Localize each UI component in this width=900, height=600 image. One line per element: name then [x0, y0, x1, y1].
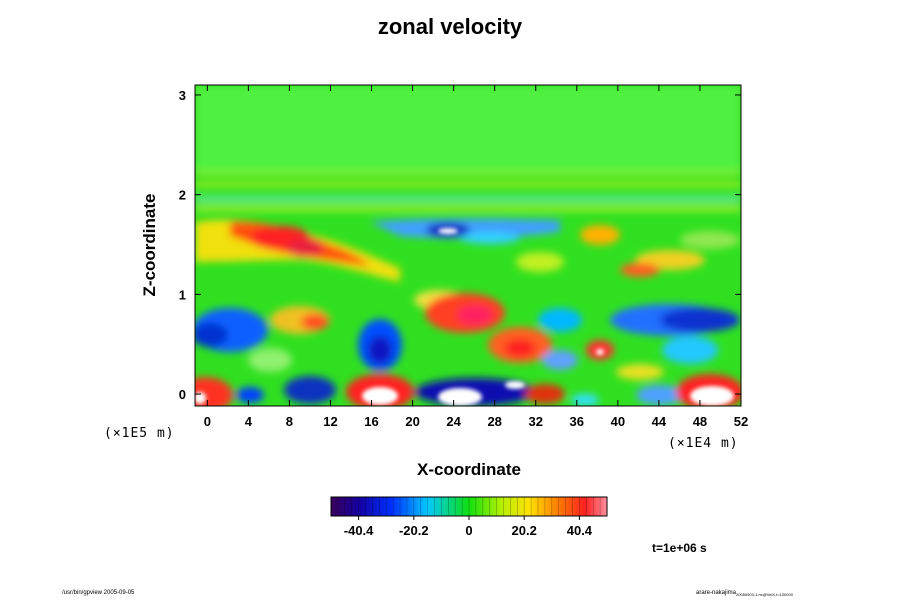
sat-white-spot: [596, 349, 604, 355]
x-tick-label: 36: [570, 414, 584, 429]
x-tick-label: 44: [652, 414, 667, 429]
z-axis: 0 1 2 3: [179, 88, 741, 402]
blob-red-bottom-mid: [525, 384, 565, 404]
blob-red-upper-b: [287, 239, 323, 257]
blob-cyan-bottom: [571, 394, 599, 406]
blob-orange-right-mid: [620, 263, 660, 277]
blob-navy-center-mid: [368, 336, 392, 364]
blob-lime-left-low: [248, 348, 292, 372]
z-scale-label: (×1E5 m): [104, 426, 175, 441]
colorbar-stripes: [337, 497, 601, 516]
blob-blue-bottom-left: [236, 387, 264, 403]
y-axis-label: Z-coordinate: [140, 193, 159, 297]
plot-frame: [194, 84, 742, 407]
blob-red-center-low: [504, 339, 536, 357]
x-tick-label: 40: [611, 414, 625, 429]
blob-orange-left-mid: [301, 314, 329, 330]
x-tick-label: 8: [286, 414, 293, 429]
blob-lime-right: [680, 231, 740, 249]
x-scale-label: (×1E4 m): [668, 436, 739, 451]
blob-lime-center: [516, 252, 564, 272]
blob-navy-right-mid: [660, 308, 740, 332]
z-tick-label: 2: [179, 188, 186, 203]
blob-blue-bottom-right: [636, 385, 684, 405]
x-tick-label: 48: [693, 414, 707, 429]
x-axis-label: X-coordinate: [417, 460, 521, 479]
blob-orange-right-upper: [580, 225, 620, 245]
blob-yellow-right-low: [616, 364, 664, 380]
footer-left: /usr/bin/gpview 2005-09-05: [62, 590, 135, 596]
blob-pink-center: [457, 305, 493, 325]
band-light-1: [195, 170, 741, 176]
footer-right-subscript: 20050903-1.nc@VelX,t=100000: [736, 592, 793, 598]
field-upper-calm: [195, 85, 741, 175]
colorbar-tick-label: 0: [465, 523, 472, 538]
blob-cyan-upper: [460, 232, 520, 244]
sat-white-bottom-left: [195, 392, 206, 404]
x-tick-label: 0: [204, 414, 211, 429]
x-tick-label: 12: [323, 414, 337, 429]
chart-title: zonal velocity: [377, 14, 523, 39]
x-tick-label: 52: [734, 414, 748, 429]
time-label: t=1e+06 s: [652, 541, 707, 555]
x-tick-label: 32: [529, 414, 543, 429]
colorbar-gradient: [331, 497, 607, 516]
footer-right-main: arare-nakajima: [696, 590, 737, 596]
colorbar-tick-label: -40.4: [344, 523, 374, 538]
x-tick-label: 24: [446, 414, 461, 429]
sat-white-bottom-right: [690, 386, 734, 406]
sat-white-bottom-center: [362, 387, 398, 405]
sat-white-upper: [438, 228, 458, 234]
sat-white-bottom-small: [505, 381, 525, 389]
x-tick-label: 16: [364, 414, 378, 429]
z-tick-label: 1: [179, 287, 186, 302]
band-light-4: [195, 206, 741, 211]
blob-navy-bottom-left: [284, 376, 336, 404]
x-tick-label: 4: [245, 414, 253, 429]
band-light-3: [195, 196, 741, 202]
blob-navy-left-mid: [195, 323, 228, 347]
x-tick-label: 20: [405, 414, 419, 429]
blob-cyan-right: [662, 336, 718, 364]
blob-cyan-center: [538, 308, 582, 332]
colorbar-axis: -40.4 -20.2 0 20.2 40.4: [344, 516, 593, 538]
band-light-2: [195, 182, 741, 187]
blob-blue-center-low: [542, 350, 578, 370]
x-tick-label: 28: [487, 414, 501, 429]
sat-white-bottom-mid: [438, 388, 482, 406]
colorbar-tick-label: 40.4: [567, 523, 593, 538]
z-tick-label: 3: [179, 88, 186, 103]
colorbar-tick-label: 20.2: [512, 523, 537, 538]
heatmap-field: [195, 85, 741, 406]
footer-right: arare-nakajima20050903-1.nc@VelX,t=10000…: [696, 590, 793, 597]
z-tick-label: 0: [179, 387, 186, 402]
x-axis: 0 4 8 12 16 20 24 28 32 36 40 44 48 52: [204, 85, 748, 429]
colorbar-tick-label: -20.2: [399, 523, 429, 538]
